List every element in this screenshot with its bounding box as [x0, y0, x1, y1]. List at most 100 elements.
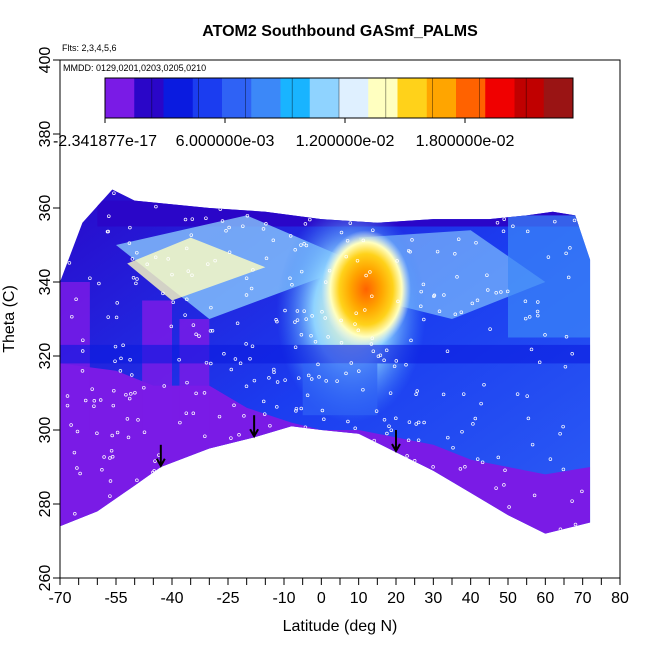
sample-point	[92, 404, 96, 408]
colorbar-tick-label: 6.000000e-03	[176, 133, 275, 150]
sample-point	[283, 308, 287, 313]
sample-point	[145, 262, 149, 267]
sample-point	[553, 219, 557, 224]
sample-point	[313, 340, 318, 344]
sample-point	[220, 219, 225, 223]
x-tick-label: -40	[160, 590, 183, 607]
sample-point	[294, 406, 299, 411]
field-clip-group	[60, 189, 591, 534]
sample-point	[363, 308, 367, 312]
sample-point	[441, 392, 446, 397]
sample-point	[108, 479, 113, 483]
sample-point	[344, 371, 348, 376]
sample-point	[451, 445, 455, 450]
sample-point	[67, 261, 72, 265]
sample-point	[153, 255, 158, 260]
sample-point	[209, 361, 213, 366]
sample-point	[309, 333, 313, 338]
y-tick-label: 360	[37, 195, 54, 222]
sample-point	[475, 457, 480, 461]
data-field	[60, 189, 591, 534]
sample-point	[389, 428, 394, 432]
sample-point	[494, 291, 498, 295]
sample-point	[455, 275, 459, 279]
y-tick-label: 300	[37, 417, 54, 444]
sample-point	[371, 349, 376, 353]
sample-point	[249, 286, 254, 291]
sample-point	[72, 450, 77, 455]
dates-note: MMDD: 0129,0201,0203,0205,0210	[63, 63, 206, 73]
sample-point	[224, 229, 228, 233]
sample-point	[479, 401, 483, 406]
sample-point	[142, 430, 147, 434]
sample-point	[136, 418, 140, 422]
sample-point	[566, 275, 571, 280]
sample-point	[511, 224, 515, 229]
sample-point	[505, 289, 510, 294]
y-axis: 260 280 300 320 340 360 380 400	[37, 47, 61, 591]
sample-point	[275, 405, 279, 409]
x-axis: -70 -55 -40 -25 -10 0 10 20 30 40 50 60 70 80	[48, 577, 629, 607]
sample-point	[463, 465, 467, 469]
sample-point	[127, 241, 132, 245]
sample-point	[561, 467, 566, 472]
colorbar-swatch	[251, 78, 281, 118]
sample-point	[299, 243, 303, 247]
sample-point	[406, 248, 411, 253]
colorbar-swatch	[397, 78, 428, 118]
sample-point	[232, 403, 236, 408]
sample-point	[197, 334, 201, 338]
sample-point	[191, 323, 196, 327]
sample-point	[473, 416, 478, 421]
sample-point	[302, 242, 306, 246]
sample-point	[161, 291, 165, 296]
sample-point	[203, 434, 207, 438]
sample-point	[113, 344, 118, 349]
sample-point	[275, 319, 279, 324]
sample-point	[130, 257, 135, 261]
colorbar-swatch	[192, 78, 223, 118]
sample-point	[503, 468, 507, 473]
sample-point	[461, 392, 466, 396]
sample-point	[335, 379, 339, 383]
sample-point	[202, 391, 207, 395]
sample-point	[100, 468, 104, 472]
arrow-head	[249, 428, 260, 439]
sample-point	[568, 246, 572, 250]
x-tick-label: 80	[611, 590, 629, 607]
y-tick-label: 320	[37, 343, 54, 370]
sample-point	[107, 214, 111, 218]
sample-point	[184, 246, 189, 251]
sample-point	[324, 379, 328, 383]
sample-point	[102, 455, 106, 459]
sample-point	[108, 456, 112, 460]
sample-point	[435, 249, 440, 254]
sample-point	[70, 314, 74, 319]
sample-point	[353, 322, 357, 326]
sample-point	[515, 392, 520, 396]
sample-point	[293, 345, 298, 349]
sample-point	[190, 273, 194, 278]
sample-point	[445, 349, 450, 353]
sample-point	[252, 378, 257, 383]
arrow-markers	[155, 415, 401, 468]
x-axis-label: Latitude (deg N)	[283, 618, 398, 635]
sample-point	[183, 217, 188, 222]
sample-point	[288, 234, 293, 238]
mixing-band-south-core	[127, 237, 266, 301]
sample-point	[482, 382, 486, 387]
sample-point	[166, 257, 170, 261]
colorbar-frame	[104, 77, 574, 119]
down-arrow-icon	[391, 430, 401, 454]
sample-point	[419, 289, 423, 294]
sample-point	[422, 317, 426, 322]
colorbar-swatch	[456, 78, 486, 118]
sample-point	[295, 318, 300, 322]
sample-point	[339, 318, 343, 323]
sample-point	[339, 341, 344, 345]
sample-point	[115, 430, 120, 435]
sample-point	[191, 411, 196, 416]
sample-point	[407, 420, 412, 424]
sample-point	[125, 417, 130, 421]
y-tick-label: 280	[37, 491, 54, 518]
